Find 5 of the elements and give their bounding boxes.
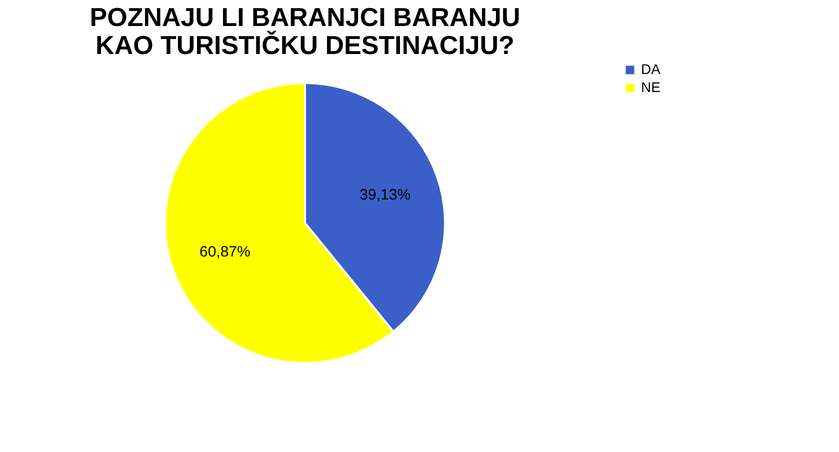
- legend-label: NE: [641, 79, 660, 95]
- chart-title: POZNAJU LI BARANJCI BARANJU KAO TURISTIČKU DESTINACIJU?: [90, 2, 520, 60]
- data-label: 39,13%: [360, 186, 411, 204]
- data-label: 60,87%: [199, 243, 250, 260]
- legend-label: DA: [641, 61, 662, 77]
